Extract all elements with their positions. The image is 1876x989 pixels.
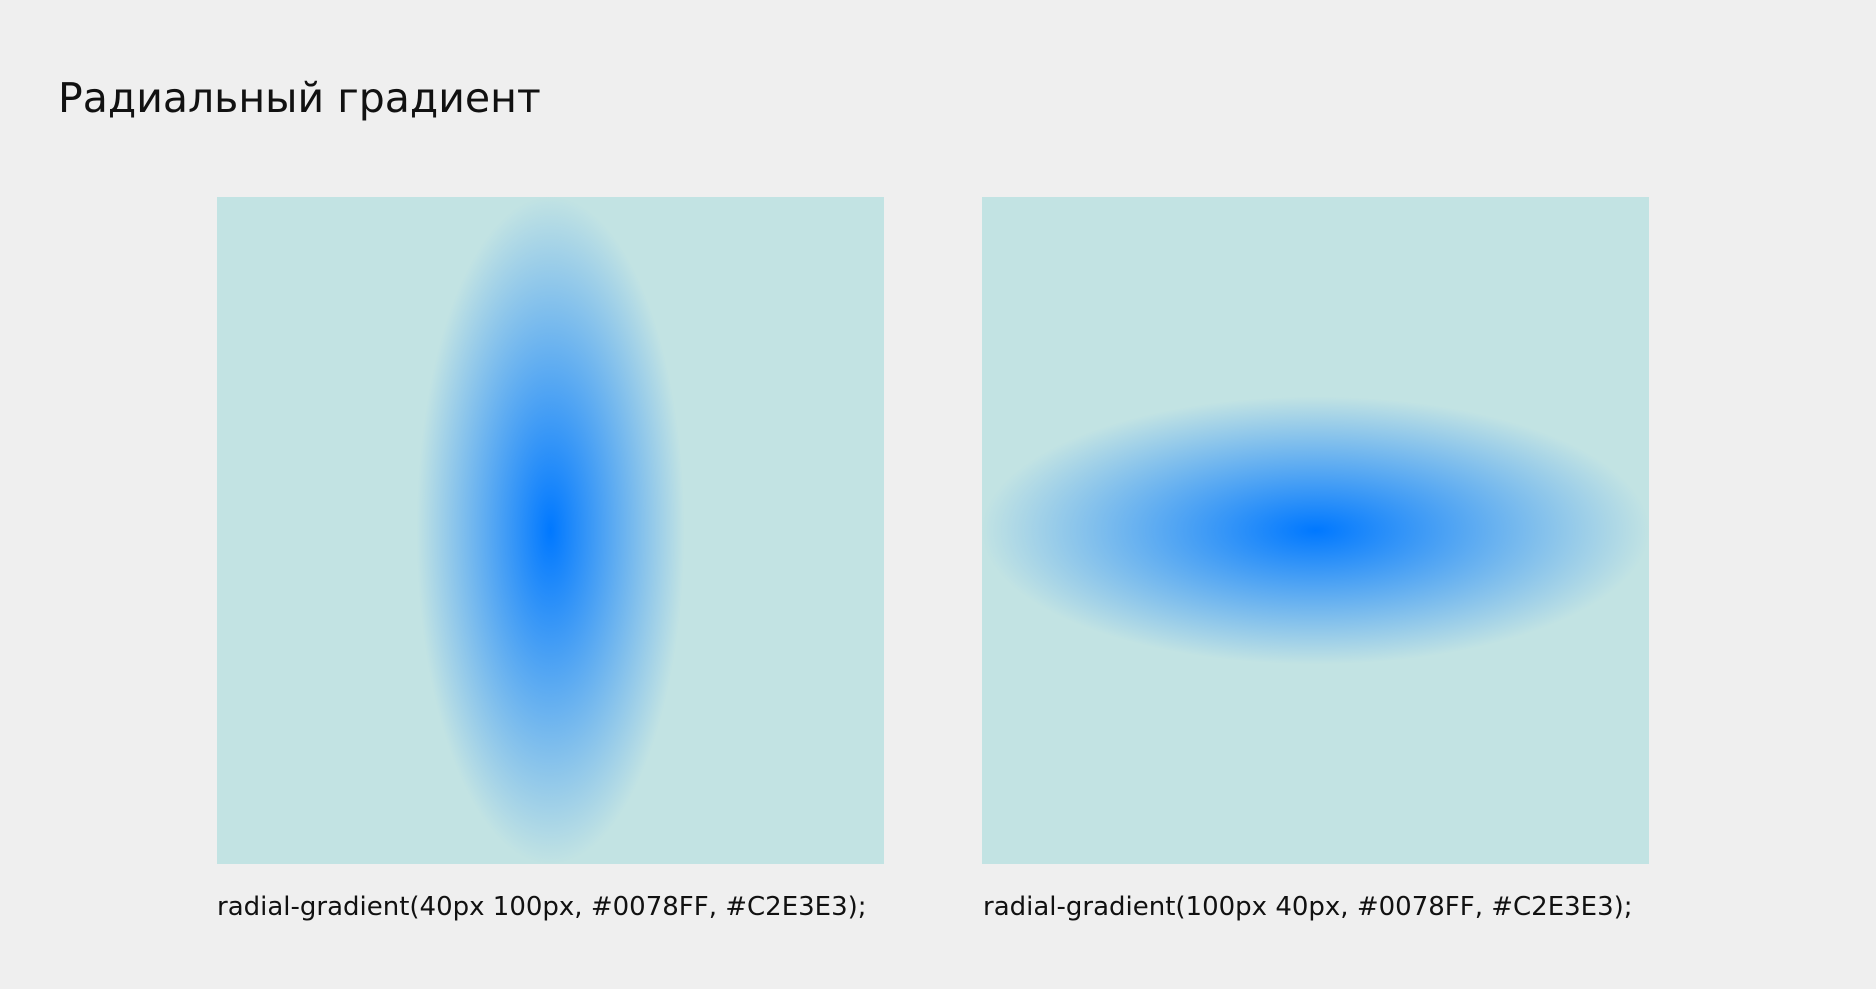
gradient-code-vertical: radial-gradient(40px 100px, #0078FF, #C2… xyxy=(217,892,867,922)
gradient-preview-horizontal xyxy=(982,197,1649,864)
gradient-code-horizontal: radial-gradient(100px 40px, #0078FF, #C2… xyxy=(983,892,1633,922)
page-title: Радиальный градиент xyxy=(58,74,541,122)
gradient-preview-vertical xyxy=(217,197,884,864)
